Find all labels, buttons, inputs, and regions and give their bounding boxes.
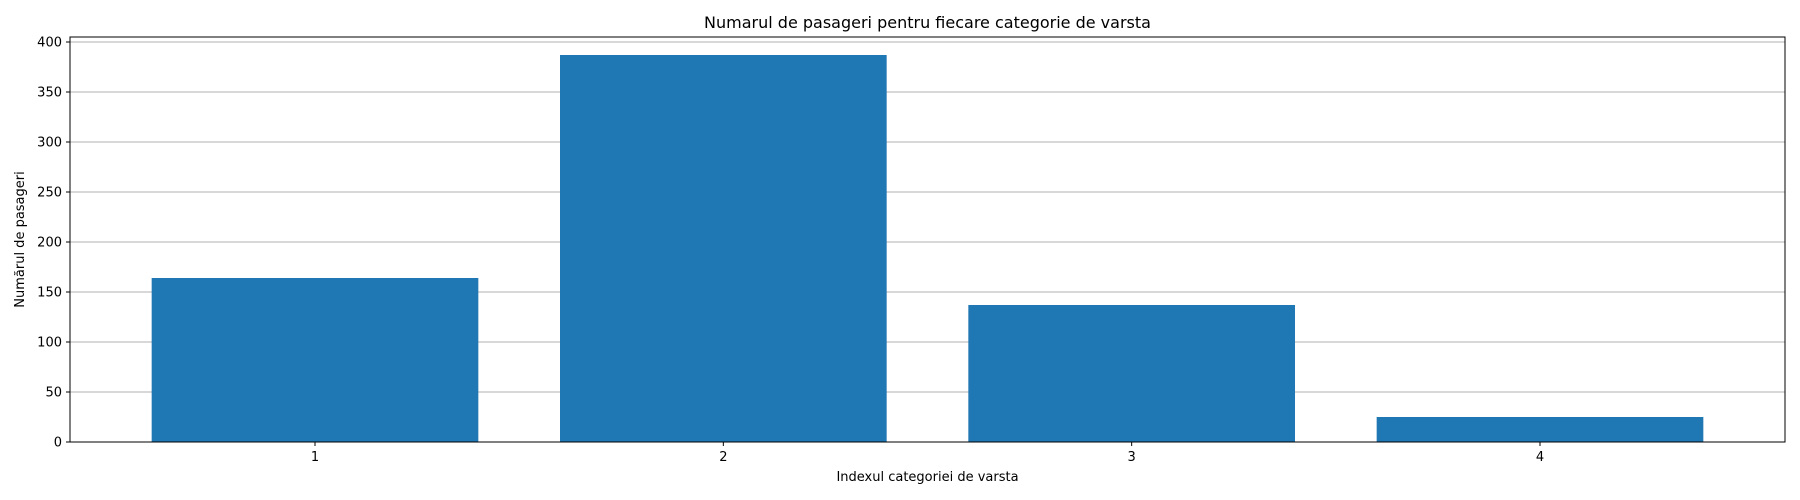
- y-axis-title: Numărul de pasageri: [13, 171, 28, 307]
- x-axis-title: Indexul categoriei de varsta: [836, 470, 1018, 485]
- y-tick-label: 50: [45, 386, 62, 401]
- y-tick-label: 150: [37, 286, 62, 301]
- bars-layer: [151, 55, 1704, 442]
- plot-frame: [69, 36, 1786, 443]
- x-axis-ticks: 1 2 3 4: [311, 442, 1544, 465]
- x-tick-label: 1: [311, 450, 319, 465]
- y-tick-label: 0: [54, 436, 62, 451]
- y-tick-label: 400: [37, 36, 62, 51]
- x-tick-label: 2: [719, 450, 727, 465]
- y-axis-ticks: 0 50 100 150 200 250 300 350 400: [37, 36, 70, 451]
- y-tick-label: 350: [37, 86, 62, 101]
- y-tick-label: 200: [37, 236, 62, 251]
- bar-1: [151, 278, 479, 442]
- bar-3: [968, 305, 1295, 442]
- y-tick-label: 250: [37, 186, 62, 201]
- bar-4: [1376, 417, 1704, 442]
- x-tick-label: 4: [1536, 450, 1544, 465]
- chart-title: Numarul de pasageri pentru fiecare categ…: [704, 13, 1151, 32]
- y-tick-label: 300: [37, 136, 62, 151]
- bar-2: [560, 55, 887, 442]
- y-tick-label: 100: [37, 336, 62, 351]
- x-tick-label: 3: [1128, 450, 1136, 465]
